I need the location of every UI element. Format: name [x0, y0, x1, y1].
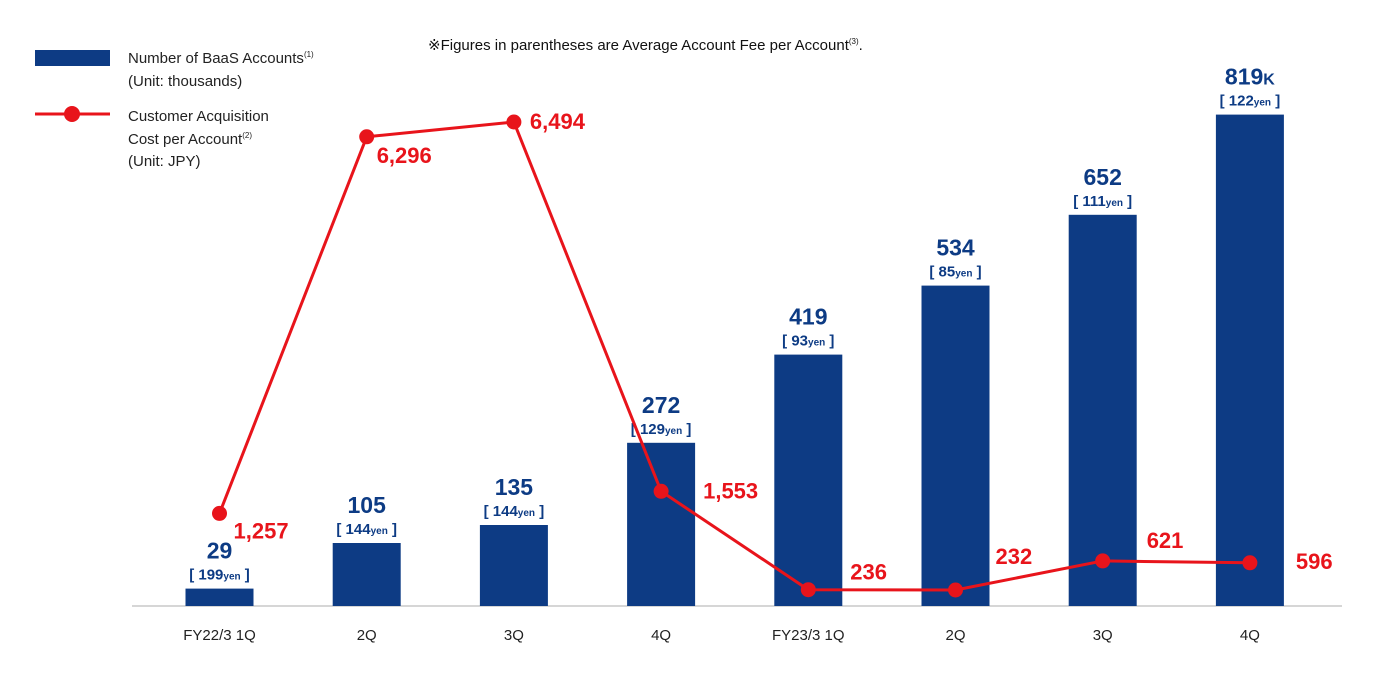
cost-value-label: 6,296 — [377, 143, 432, 168]
x-tick-label: 3Q — [1093, 627, 1113, 644]
bar-value-label: 819K — [1225, 64, 1275, 90]
fee-label: [ 144yen ] — [336, 521, 397, 538]
line-labels: 1,257 6,296 6,494 1,553 236 232 621 596 — [234, 109, 1333, 585]
bar — [921, 285, 990, 606]
cost-value-label: 1,257 — [234, 518, 289, 543]
bar-value-label: 29 — [207, 538, 233, 564]
fee-label: [ 111yen ] — [1073, 193, 1132, 210]
bar-series — [185, 114, 1284, 607]
x-tick-label: 4Q — [651, 627, 671, 644]
bar — [479, 525, 548, 606]
bar — [1215, 114, 1284, 606]
bar-value-label: 534 — [936, 235, 975, 261]
cost-point — [800, 582, 816, 598]
fee-label: [ 144yen ] — [484, 503, 545, 520]
line-series — [212, 114, 1258, 598]
bar — [774, 354, 843, 606]
fee-label: [ 85yen ] — [929, 264, 981, 281]
cost-value-label: 621 — [1147, 528, 1184, 553]
fee-note: ※Figures in parentheses are Average Acco… — [428, 37, 863, 54]
x-tick-label: FY23/3 1Q — [772, 627, 845, 644]
x-tick-label: 2Q — [357, 627, 377, 644]
fee-label: [ 199yen ] — [189, 567, 250, 584]
bar — [332, 543, 401, 606]
bar-value-label: 105 — [348, 492, 387, 518]
cost-value-label: 232 — [996, 544, 1033, 569]
bar-value-label: 419 — [789, 304, 827, 330]
x-tick-label: 3Q — [504, 627, 524, 644]
bar — [185, 588, 254, 606]
bar — [1068, 214, 1137, 607]
bar — [627, 442, 696, 606]
legend-bar-unit: (Unit: thousands) — [128, 73, 242, 90]
cost-point — [653, 483, 669, 499]
cost-point — [359, 129, 375, 145]
cost-point — [1095, 553, 1111, 569]
cost-point — [212, 505, 227, 521]
cost-value-label: 236 — [850, 560, 887, 585]
legend-line-unit: (Unit: JPY) — [128, 153, 201, 170]
cost-value-label: 1,553 — [703, 478, 758, 503]
cost-line — [218, 120, 1250, 592]
x-tick-label: 2Q — [945, 627, 965, 644]
cost-point — [1242, 555, 1258, 571]
x-axis-ticks: FY22/3 1Q 2Q 3Q 4Q FY23/3 1Q 2Q 3Q 4Q — [183, 627, 1260, 644]
bar-value-label: 135 — [495, 474, 534, 500]
cost-point — [506, 114, 522, 130]
cost-point — [948, 582, 963, 598]
bar-value-label: 272 — [642, 392, 680, 418]
fee-label: [ 122yen ] — [1220, 93, 1281, 110]
x-tick-label: 4Q — [1240, 627, 1260, 644]
fee-label: [ 93yen ] — [782, 333, 834, 350]
cost-value-label: 596 — [1296, 549, 1333, 574]
legend-bar-swatch — [35, 50, 110, 66]
legend-bar-label: Number of BaaS Accounts(1) — [128, 50, 314, 67]
legend-line-marker — [64, 106, 80, 122]
legend-line-label-1: Customer Acquisition — [128, 108, 269, 125]
legend-line-label-2: Cost per Account(2) — [128, 131, 252, 148]
cost-value-label: 6,494 — [530, 109, 586, 134]
x-tick-label: FY22/3 1Q — [183, 627, 256, 644]
bar-value-label: 652 — [1084, 164, 1122, 190]
legend: Number of BaaS Accounts(1) (Unit: thousa… — [35, 50, 314, 170]
